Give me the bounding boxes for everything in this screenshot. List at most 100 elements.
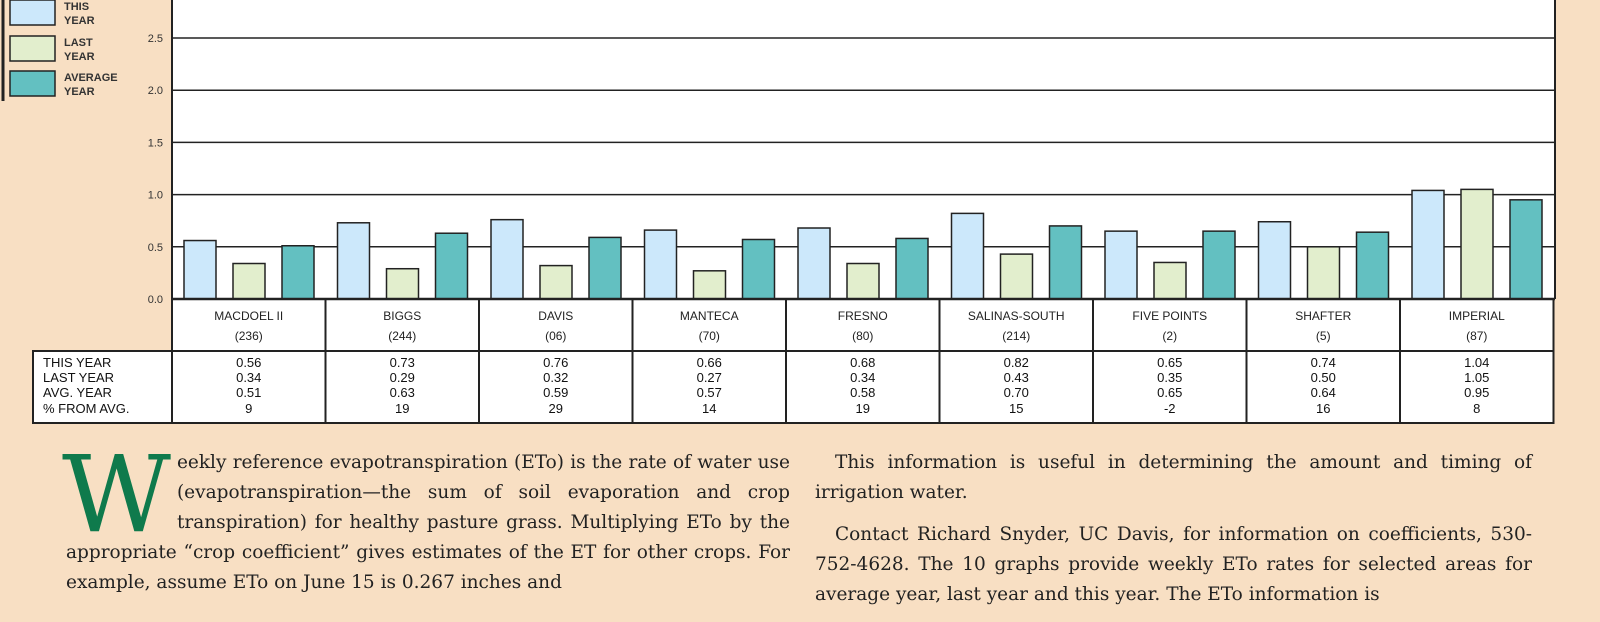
data-table: THIS YEAR 0.56 0.73 0.76 0.66 0.68 0.82 0.65 0.7… <box>32 350 1555 424</box>
y-tick-label: 2.0 <box>148 85 163 97</box>
category-label: IMPERIAL <box>1449 309 1505 323</box>
table-cell: 0.73 <box>390 355 415 370</box>
legend-label: YEAR <box>64 51 95 63</box>
y-tick-label: 0.0 <box>148 294 163 306</box>
table-cell: 0.63 <box>390 385 415 400</box>
bar-this-year-macdoel-ii <box>183 239 217 300</box>
table-cell: 0.59 <box>543 385 568 400</box>
table-cell: 14 <box>702 401 716 416</box>
table-cell: 0.64 <box>1311 385 1336 400</box>
table-cell: 29 <box>549 401 563 416</box>
table-cell: 0.57 <box>697 385 722 400</box>
table-cell: 0.56 <box>236 355 261 370</box>
station-id: (214) <box>1002 329 1030 343</box>
article-paragraph-contact: Contact Richard Snyder, UC Davis, for in… <box>815 524 1532 605</box>
category-band <box>172 299 1554 351</box>
table-row-label: THIS YEAR <box>43 355 111 370</box>
bar-last-year-biggs <box>385 267 420 300</box>
table-cell: 0.34 <box>236 370 261 385</box>
table-cell: 0.68 <box>850 355 875 370</box>
legend-label: YEAR <box>64 86 95 98</box>
station-id: (244) <box>388 329 416 343</box>
bar-avg-year-manteca <box>741 238 776 300</box>
table-cell: 0.34 <box>850 370 875 385</box>
station-id: (5) <box>1316 329 1331 343</box>
table-cell: 0.27 <box>697 370 722 385</box>
table-row-label: % FROM AVG. <box>43 401 129 416</box>
table-cell: 19 <box>856 401 870 416</box>
drop-cap: W <box>62 433 171 556</box>
bar-avg-year-macdoel-ii <box>281 245 315 300</box>
category-label: SHAFTER <box>1295 309 1351 323</box>
table-cell: -2 <box>1164 401 1176 416</box>
table-cell: 8 <box>1473 401 1480 416</box>
bar-this-year-salinas-south <box>950 212 985 300</box>
legend-swatch <box>9 35 56 62</box>
station-id: (236) <box>235 329 263 343</box>
y-tick-label: 1.0 <box>148 190 163 202</box>
legend-label: YEAR <box>64 15 95 27</box>
table-cell: 0.58 <box>850 385 875 400</box>
station-id: (87) <box>1466 329 1487 343</box>
table-cell: 0.70 <box>1004 385 1029 400</box>
bar-this-year-shafter <box>1257 220 1292 300</box>
bar-avg-year-davis <box>588 236 622 300</box>
table-cell: 1.05 <box>1464 370 1489 385</box>
bar-avg-year-fresno <box>895 237 929 300</box>
category-label: BIGGS <box>383 309 421 323</box>
legend-swatch <box>9 70 56 97</box>
table-cell: 1.04 <box>1464 355 1489 370</box>
table-cell: 0.76 <box>543 355 568 370</box>
table-cell: 0.32 <box>543 370 568 385</box>
category-label: SALINAS-SOUTH <box>968 309 1065 323</box>
bar-avg-year-imperial <box>1509 199 1543 300</box>
bar-last-year-five-points <box>1153 261 1187 300</box>
table-row-label: AVG. YEAR <box>43 385 112 400</box>
table-cell: 0.66 <box>697 355 722 370</box>
article-paragraph-usage: This information is useful in determinin… <box>815 452 1532 503</box>
bar-avg-year-biggs <box>434 232 469 300</box>
table-cell: 0.51 <box>236 385 261 400</box>
bar-this-year-five-points <box>1104 230 1138 300</box>
y-tick-label: 2.5 <box>148 33 163 45</box>
table-cell: 9 <box>245 401 252 416</box>
legend-label: AVERAGE <box>64 72 118 84</box>
category-label: MANTECA <box>680 309 739 323</box>
station-id: (70) <box>699 329 720 343</box>
table-cell: 0.65 <box>1157 355 1182 370</box>
bar-last-year-imperial <box>1460 188 1494 300</box>
bar-last-year-salinas-south <box>999 253 1034 300</box>
station-id: (2) <box>1162 329 1177 343</box>
bar-avg-year-five-points <box>1202 230 1236 300</box>
legend-label: LAST <box>64 37 93 49</box>
station-id: (80) <box>852 329 873 343</box>
y-tick-label: 1.5 <box>148 137 163 149</box>
table-cell: 0.65 <box>1157 385 1182 400</box>
plot-area <box>172 0 1555 299</box>
category-label: FIVE POINTS <box>1132 309 1207 323</box>
table-cell: 0.50 <box>1311 370 1336 385</box>
chart-legend: THIS YEAR LAST YEAR AVERAGE YEAR <box>1 0 118 101</box>
bar-this-year-manteca <box>643 229 678 300</box>
bar-this-year-biggs <box>336 222 371 300</box>
table-cell: 19 <box>395 401 409 416</box>
eto-bar-chart: THIS YEAR LAST YEAR AVERAGE YEAR 0.0 0.5 1.0 1.5… <box>1 0 1556 424</box>
table-cell: 16 <box>1316 401 1330 416</box>
table-cell: 0.43 <box>1004 370 1029 385</box>
bar-this-year-fresno <box>797 227 831 300</box>
chart-bars <box>183 188 1543 300</box>
category-label: FRESNO <box>838 309 888 323</box>
table-cell: 0.35 <box>1157 370 1182 385</box>
legend-swatch <box>9 0 56 26</box>
table-row-label: LAST YEAR <box>43 370 114 385</box>
y-tick-label: 0.5 <box>148 242 163 254</box>
intro-text: eekly reference evapotranspiration (ETo)… <box>66 452 790 593</box>
table-cell: 0.82 <box>1004 355 1029 370</box>
category-label: DAVIS <box>538 309 573 323</box>
bar-last-year-fresno <box>846 262 880 300</box>
table-cell: 15 <box>1009 401 1023 416</box>
bar-this-year-davis <box>490 218 524 300</box>
article-column-right: This information is useful in determinin… <box>815 448 1532 622</box>
